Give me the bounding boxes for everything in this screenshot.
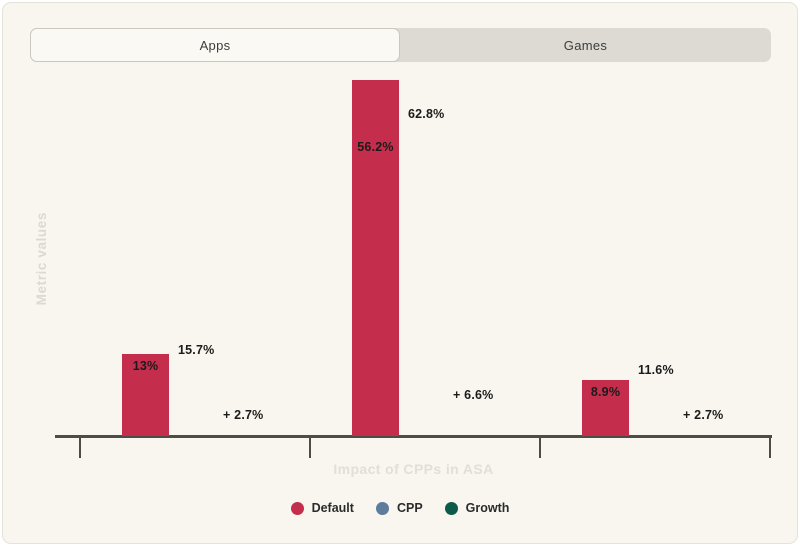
axis-tick [539,438,541,458]
tab-apps-label: Apps [199,37,231,53]
tab-bar: Games Apps [30,28,771,62]
default-bar[interactable] [582,379,629,436]
legend-label: CPP [396,501,423,515]
tab-apps[interactable]: Apps [30,28,400,62]
growth-legend-dot [444,501,458,515]
legend-label: Growth [465,501,510,515]
default-legend-dot [290,501,304,515]
growth-value-label: + 2.7% [223,407,264,422]
axis-tick [309,438,311,458]
chart-legend: Default CPP Growth [0,501,800,515]
default-value-label: 56.2% [357,140,394,154]
legend-item-cpp[interactable]: CPP [375,501,423,515]
x-axis-line [55,435,772,438]
growth-value-label: + 6.6% [453,388,494,402]
axis-tick [769,438,771,458]
axis-tick [79,438,81,458]
tab-games-label: Games [563,37,608,53]
legend-label: Default [311,501,354,515]
tab-games[interactable]: Games [400,28,771,62]
legend-item-default[interactable]: Default [290,501,354,515]
cpp-value-label: 15.7% [178,342,215,357]
legend-item-growth[interactable]: Growth [444,501,510,515]
cpp-legend-dot [375,501,389,515]
cpp-value-label: 11.6% [638,363,674,377]
x-axis-label: Impact of CPPs in ASA [333,461,494,477]
default-bar[interactable] [122,353,169,436]
default-value-label: 8.9% [590,384,621,399]
y-axis-label: Metric values [34,212,49,306]
growth-value-label: + 2.7% [683,407,724,422]
cpp-value-label: 62.8% [408,107,445,121]
default-bar[interactable] [352,80,399,436]
default-value-label: 13% [132,358,159,373]
